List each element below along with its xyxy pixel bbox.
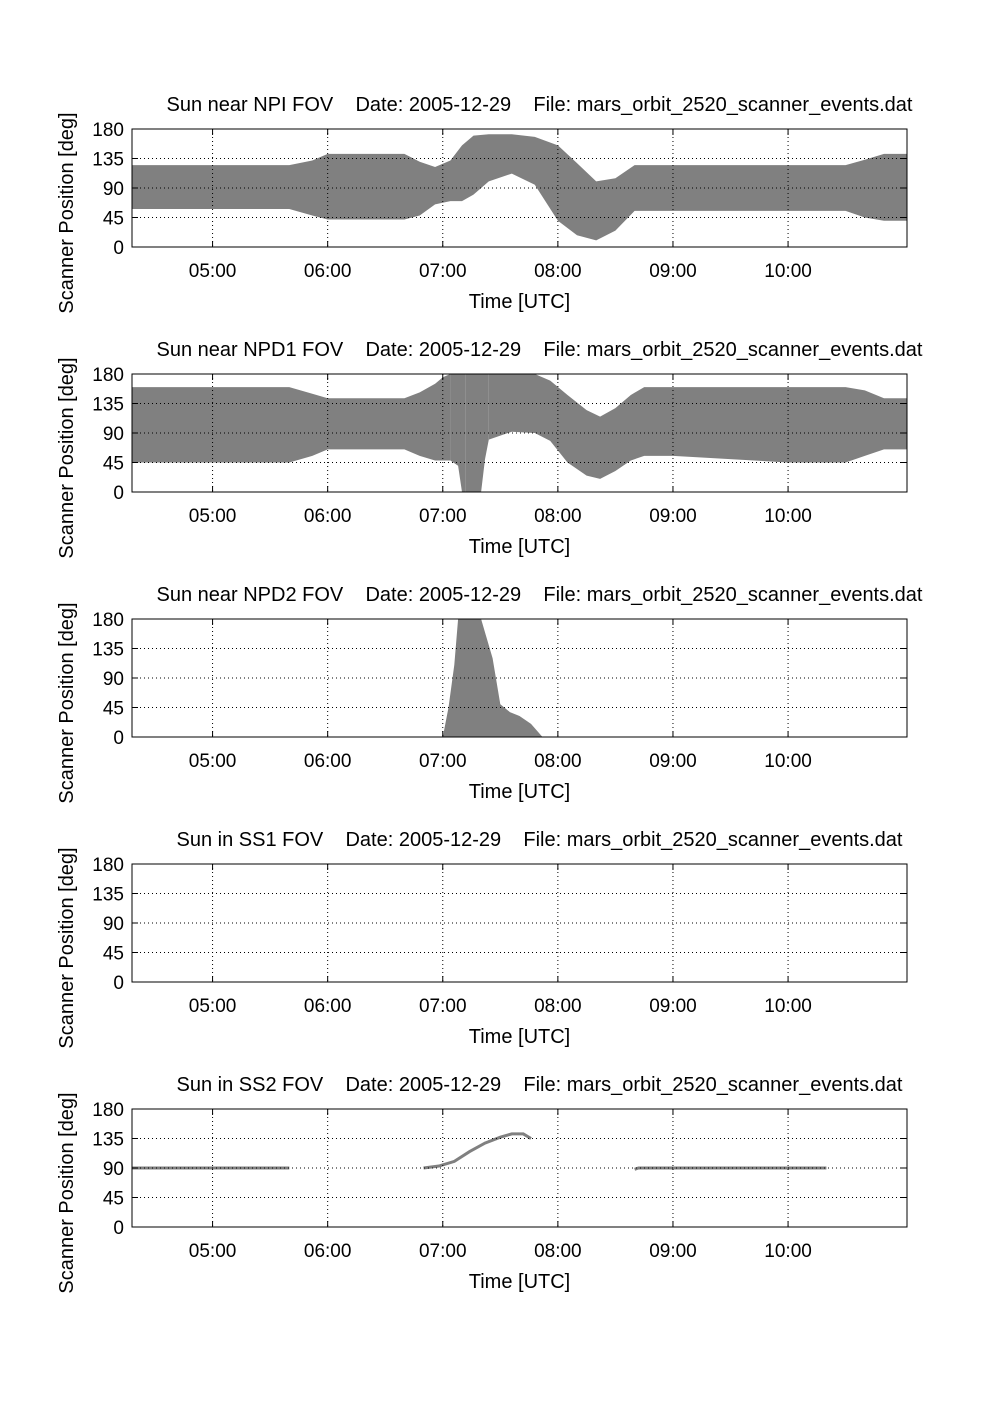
- panel-1: 05:00 06:00 07:00 08:00 09:00 10:00 0 45 90 135 18…: [56, 94, 913, 314]
- y-tick-label: 90: [103, 179, 124, 200]
- panel-2: 05:00 06:00 07:00 08:00 09:00 10:00 0 45 90 135 18…: [56, 339, 923, 559]
- y-axis-label: Scanner Position [deg]: [56, 847, 78, 1048]
- x-tick-label: 07:00: [419, 506, 467, 527]
- scanner-band: [450, 374, 466, 492]
- y-axis-label: Scanner Position [deg]: [56, 602, 78, 803]
- y-tick-label: 90: [103, 914, 124, 935]
- plot-area: [132, 864, 907, 982]
- y-axis-label: Scanner Position [deg]: [56, 357, 78, 558]
- x-tick-label: 10:00: [764, 506, 812, 527]
- x-tick-label: 07:00: [419, 751, 467, 772]
- y-tick-label: 45: [103, 454, 124, 475]
- x-axis-label: Time [UTC]: [469, 1026, 570, 1048]
- y-tick-label: 180: [92, 365, 124, 386]
- x-tick-label: 08:00: [534, 751, 582, 772]
- x-tick-label: 08:00: [534, 996, 582, 1017]
- x-tick-label: 10:00: [764, 1241, 812, 1262]
- x-tick-label: 05:00: [189, 996, 237, 1017]
- x-tick-label: 08:00: [534, 1241, 582, 1262]
- y-tick-label: 180: [92, 1100, 124, 1121]
- x-tick-label: 09:00: [649, 751, 697, 772]
- x-tick-label: 06:00: [304, 996, 352, 1017]
- y-axis-label: Scanner Position [deg]: [56, 1092, 78, 1293]
- y-tick-label: 45: [103, 699, 124, 720]
- x-tick-label: 09:00: [649, 1241, 697, 1262]
- x-tick-label: 05:00: [189, 1241, 237, 1262]
- x-tick-label: 05:00: [189, 751, 237, 772]
- chart-title: Sun in SS1 FOV Date: 2005-12-29 File: ma…: [177, 829, 903, 851]
- scanner-band: [465, 374, 489, 492]
- x-tick-label: 07:00: [419, 261, 467, 282]
- y-tick-label: 135: [92, 640, 124, 661]
- x-tick-label: 06:00: [304, 506, 352, 527]
- y-tick-label: 45: [103, 1189, 124, 1210]
- panel-4: 05:00 06:00 07:00 08:00 09:00 10:00 0 45 90 135 18…: [56, 829, 908, 1049]
- x-tick-label: 09:00: [649, 996, 697, 1017]
- x-tick-label: 10:00: [764, 261, 812, 282]
- x-axis-label: Time [UTC]: [469, 536, 570, 558]
- scanner-line: [423, 1132, 532, 1170]
- y-tick-label: 90: [103, 1159, 124, 1180]
- x-tick-label: 05:00: [189, 261, 237, 282]
- x-tick-label: 10:00: [764, 751, 812, 772]
- chart-title: Sun near NPD2 FOV Date: 2005-12-29 File:…: [157, 584, 923, 606]
- scanner-band: [132, 134, 907, 241]
- x-axis-label: Time [UTC]: [469, 781, 570, 803]
- x-tick-label: 06:00: [304, 261, 352, 282]
- y-tick-label: 45: [103, 944, 124, 965]
- scanner-line: [634, 1166, 827, 1171]
- chart-title: Sun near NPD1 FOV Date: 2005-12-29 File:…: [157, 339, 923, 361]
- y-tick-label: 135: [92, 395, 124, 416]
- y-tick-label: 0: [113, 728, 124, 749]
- y-tick-label: 135: [92, 885, 124, 906]
- panel-5: 05:00 06:00 07:00 08:00 09:00 10:00 0 45 90 135 18…: [56, 1074, 908, 1294]
- x-tick-label: 08:00: [534, 506, 582, 527]
- x-axis-label: Time [UTC]: [469, 1271, 570, 1293]
- y-tick-label: 180: [92, 610, 124, 631]
- y-tick-label: 0: [113, 238, 124, 259]
- x-tick-label: 09:00: [649, 506, 697, 527]
- y-tick-label: 180: [92, 120, 124, 141]
- x-tick-label: 05:00: [189, 506, 237, 527]
- x-tick-label: 10:00: [764, 996, 812, 1017]
- y-tick-label: 0: [113, 483, 124, 504]
- panel-3: 05:00 06:00 07:00 08:00 09:00 10:00 0 45 90 135 18…: [56, 584, 923, 804]
- scanner-band: [132, 374, 451, 463]
- y-tick-label: 90: [103, 669, 124, 690]
- x-tick-label: 07:00: [419, 1241, 467, 1262]
- y-tick-label: 135: [92, 150, 124, 171]
- x-tick-label: 06:00: [304, 751, 352, 772]
- y-tick-label: 135: [92, 1130, 124, 1151]
- x-axis-label: Time [UTC]: [469, 291, 570, 313]
- x-tick-label: 08:00: [534, 261, 582, 282]
- y-axis-label: Scanner Position [deg]: [56, 112, 78, 313]
- chart-title: Sun in SS2 FOV Date: 2005-12-29 File: ma…: [177, 1074, 903, 1096]
- x-tick-label: 06:00: [304, 1241, 352, 1262]
- scanner-band: [488, 374, 907, 479]
- y-tick-label: 180: [92, 855, 124, 876]
- chart-title: Sun near NPI FOV Date: 2005-12-29 File: …: [167, 94, 913, 116]
- y-tick-label: 0: [113, 973, 124, 994]
- x-tick-label: 09:00: [649, 261, 697, 282]
- y-tick-label: 0: [113, 1218, 124, 1239]
- y-tick-label: 45: [103, 209, 124, 230]
- y-tick-label: 90: [103, 424, 124, 445]
- x-tick-label: 07:00: [419, 996, 467, 1017]
